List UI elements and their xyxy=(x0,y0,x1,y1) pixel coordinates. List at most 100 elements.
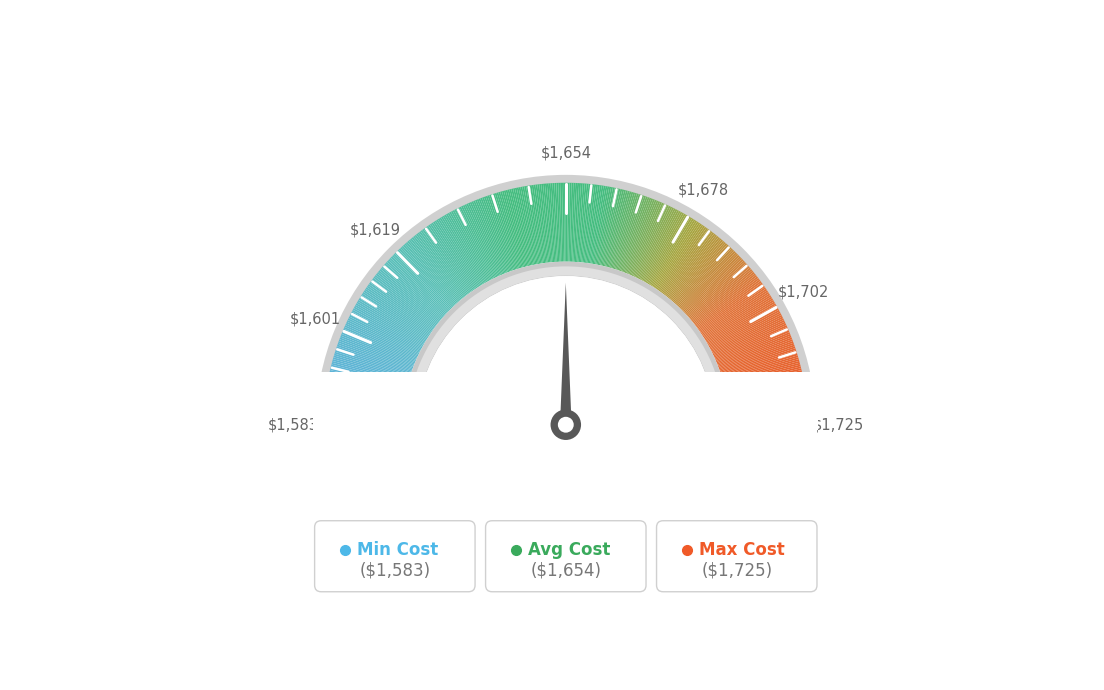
Wedge shape xyxy=(728,388,805,402)
Wedge shape xyxy=(718,337,793,367)
Bar xyxy=(314,372,818,430)
Wedge shape xyxy=(598,188,617,266)
Wedge shape xyxy=(332,361,408,383)
Wedge shape xyxy=(359,298,427,341)
Wedge shape xyxy=(376,272,439,323)
Wedge shape xyxy=(709,308,778,347)
Wedge shape xyxy=(586,185,598,263)
Wedge shape xyxy=(541,184,551,262)
Wedge shape xyxy=(433,221,477,288)
Wedge shape xyxy=(333,355,410,380)
Wedge shape xyxy=(639,208,676,279)
Wedge shape xyxy=(498,192,521,268)
Wedge shape xyxy=(678,250,734,308)
Wedge shape xyxy=(327,387,405,400)
Wedge shape xyxy=(331,363,408,384)
Wedge shape xyxy=(688,265,749,318)
Wedge shape xyxy=(676,246,730,305)
Wedge shape xyxy=(489,195,516,270)
Wedge shape xyxy=(645,213,684,282)
Wedge shape xyxy=(726,383,805,398)
Wedge shape xyxy=(333,357,410,380)
Wedge shape xyxy=(714,325,787,359)
Wedge shape xyxy=(343,327,416,360)
Wedge shape xyxy=(619,197,648,271)
Wedge shape xyxy=(465,204,499,277)
Text: ($1,725): ($1,725) xyxy=(701,562,773,580)
Wedge shape xyxy=(520,187,537,264)
Wedge shape xyxy=(697,279,761,328)
Wedge shape xyxy=(665,233,714,296)
Wedge shape xyxy=(694,277,758,326)
Wedge shape xyxy=(699,286,765,332)
Wedge shape xyxy=(729,410,807,416)
Wedge shape xyxy=(683,257,742,313)
Wedge shape xyxy=(425,227,473,292)
Wedge shape xyxy=(323,421,403,424)
Wedge shape xyxy=(341,334,415,365)
Wedge shape xyxy=(428,224,474,290)
Wedge shape xyxy=(644,212,682,282)
Wedge shape xyxy=(564,183,565,262)
Wedge shape xyxy=(325,404,403,412)
Wedge shape xyxy=(325,398,404,408)
Wedge shape xyxy=(567,183,570,262)
Wedge shape xyxy=(353,308,423,347)
Wedge shape xyxy=(705,300,774,342)
Wedge shape xyxy=(546,184,554,262)
Wedge shape xyxy=(503,190,526,267)
Text: $1,601: $1,601 xyxy=(289,312,340,326)
Wedge shape xyxy=(373,277,437,326)
Wedge shape xyxy=(327,385,405,400)
Wedge shape xyxy=(325,402,403,411)
Wedge shape xyxy=(367,286,433,332)
Wedge shape xyxy=(374,275,438,325)
Wedge shape xyxy=(693,275,757,325)
Wedge shape xyxy=(407,266,724,425)
Wedge shape xyxy=(699,284,764,331)
Wedge shape xyxy=(478,198,508,273)
FancyBboxPatch shape xyxy=(486,521,646,592)
Wedge shape xyxy=(480,198,509,272)
Wedge shape xyxy=(323,417,403,421)
Wedge shape xyxy=(585,184,596,263)
Wedge shape xyxy=(719,343,794,371)
Wedge shape xyxy=(601,188,618,266)
Wedge shape xyxy=(325,411,403,417)
Wedge shape xyxy=(659,227,707,292)
Wedge shape xyxy=(449,212,488,282)
Wedge shape xyxy=(469,202,502,275)
Wedge shape xyxy=(383,265,444,318)
Wedge shape xyxy=(573,183,580,262)
Wedge shape xyxy=(681,254,739,310)
Wedge shape xyxy=(509,189,529,266)
Wedge shape xyxy=(722,355,798,380)
Wedge shape xyxy=(597,188,615,265)
Wedge shape xyxy=(596,187,613,265)
Wedge shape xyxy=(729,406,807,413)
Wedge shape xyxy=(326,395,404,406)
Wedge shape xyxy=(603,189,623,266)
Wedge shape xyxy=(700,287,766,333)
Wedge shape xyxy=(325,400,404,409)
Wedge shape xyxy=(723,363,800,384)
Wedge shape xyxy=(580,184,588,262)
Wedge shape xyxy=(397,250,454,308)
Wedge shape xyxy=(323,423,403,425)
Wedge shape xyxy=(729,402,807,411)
Wedge shape xyxy=(640,209,678,280)
Text: $1,583: $1,583 xyxy=(268,417,319,432)
Wedge shape xyxy=(576,184,583,262)
Wedge shape xyxy=(551,183,556,262)
Wedge shape xyxy=(424,228,471,293)
Text: Min Cost: Min Cost xyxy=(357,541,438,559)
Wedge shape xyxy=(719,341,794,369)
Wedge shape xyxy=(641,210,679,281)
Wedge shape xyxy=(513,188,531,266)
Wedge shape xyxy=(346,324,417,357)
Wedge shape xyxy=(584,184,594,263)
Wedge shape xyxy=(532,185,544,264)
Wedge shape xyxy=(477,199,507,273)
Wedge shape xyxy=(657,224,702,290)
Wedge shape xyxy=(643,211,681,282)
